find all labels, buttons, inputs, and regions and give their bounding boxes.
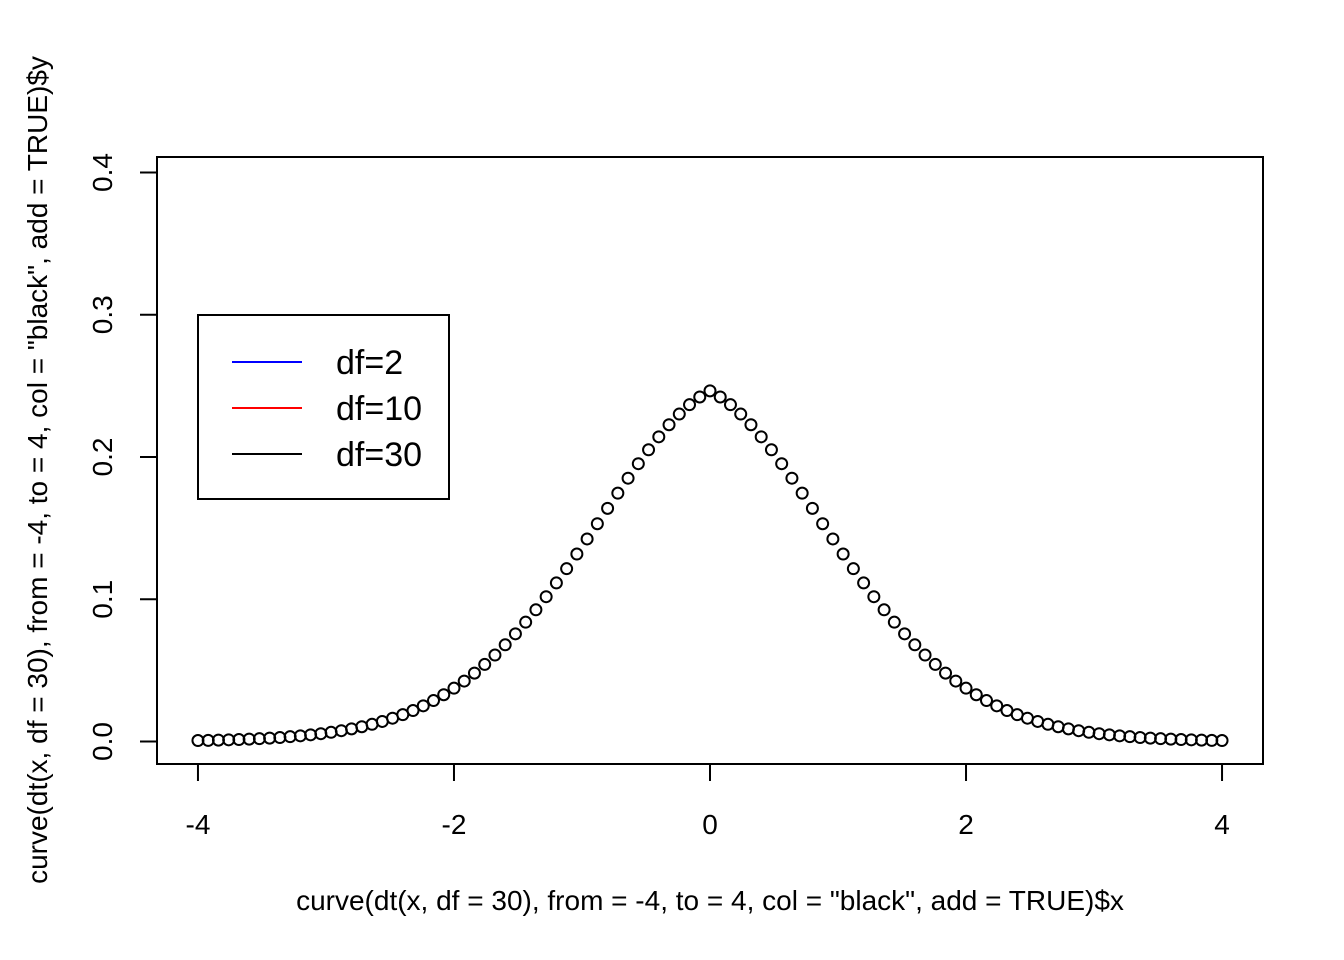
data-point [703,384,717,398]
data-point [816,517,830,531]
data-point [529,603,543,617]
data-point [334,724,348,738]
data-point [928,657,942,671]
data-point [805,501,819,515]
y-tick-label: 0.0 [87,722,118,761]
data-point [549,576,563,590]
data-point [498,638,512,652]
y-tick-label: 0.3 [87,295,118,334]
data-point [1051,720,1065,734]
x-tick-label: 0 [702,809,718,840]
data-point [959,681,973,695]
data-point [519,615,533,629]
y-axis: 0.0 0.1 0.2 0.3 0.4 [87,153,158,761]
legend: df=2 df=10 df=30 [197,314,450,500]
data-point [734,407,748,421]
data-point [877,603,891,617]
data-point [1041,717,1055,731]
data-point [887,615,901,629]
data-point [949,674,963,688]
data-point [846,562,860,576]
data-point [427,694,440,708]
data-point [867,590,881,604]
data-point [980,694,993,708]
data-point [1072,724,1086,738]
legend-label-df10: df=10 [336,390,422,428]
data-point [836,547,850,561]
data-point [662,418,676,432]
data-point [672,407,686,421]
x-tick-label: -2 [442,809,467,840]
data-point [744,418,758,432]
data-point [1215,734,1229,748]
data-point [1082,725,1096,739]
data-point [590,517,604,531]
data-point [1061,722,1075,736]
legend-label-df30: df=30 [336,436,422,474]
data-point [416,699,430,713]
data-point [939,666,953,680]
data-point [467,666,481,680]
data-point [713,390,727,404]
data-point [447,681,461,695]
data-point [355,720,369,734]
data-point [345,722,359,736]
data-point [969,688,983,702]
data-point [560,562,574,576]
data-point [406,704,420,718]
data-point [642,443,656,457]
data-point [857,576,871,590]
data-point [611,486,625,500]
data-point [908,638,922,652]
data-point [437,688,451,702]
data-point [683,398,697,412]
y-tick-label: 0.1 [87,580,118,619]
data-point [580,532,594,546]
data-point [539,590,553,604]
data-point [723,398,737,412]
data-point [631,457,645,471]
data-point [693,390,707,404]
data-point [457,674,471,688]
x-axis-label: curve(dt(x, df = 30), from = -4, to = 4,… [296,885,1124,916]
data-point [508,627,522,641]
data-point [898,627,912,641]
y-tick-label: 0.4 [87,153,118,192]
y-tick-label: 0.2 [87,438,118,477]
x-tick-label: 4 [1214,809,1230,840]
data-point [775,457,789,471]
data-points [191,384,1229,748]
x-tick-label: 2 [958,809,974,840]
data-point [488,648,502,662]
data-point [601,501,615,515]
data-point [652,430,666,444]
data-point [764,443,778,457]
legend-label-df2: df=2 [336,344,403,382]
data-point [754,430,768,444]
data-point [785,471,799,485]
data-point [324,725,338,739]
data-point [918,648,932,662]
data-point [826,532,840,546]
data-point [990,699,1004,713]
data-point [621,471,635,485]
data-point [478,657,492,671]
x-tick-label: -4 [186,809,211,840]
x-axis: -4 -2 0 2 4 [186,763,1230,840]
data-point [795,486,809,500]
data-point [570,547,584,561]
y-axis-label: curve(dt(x, df = 30), from = -4, to = 4,… [22,56,53,884]
